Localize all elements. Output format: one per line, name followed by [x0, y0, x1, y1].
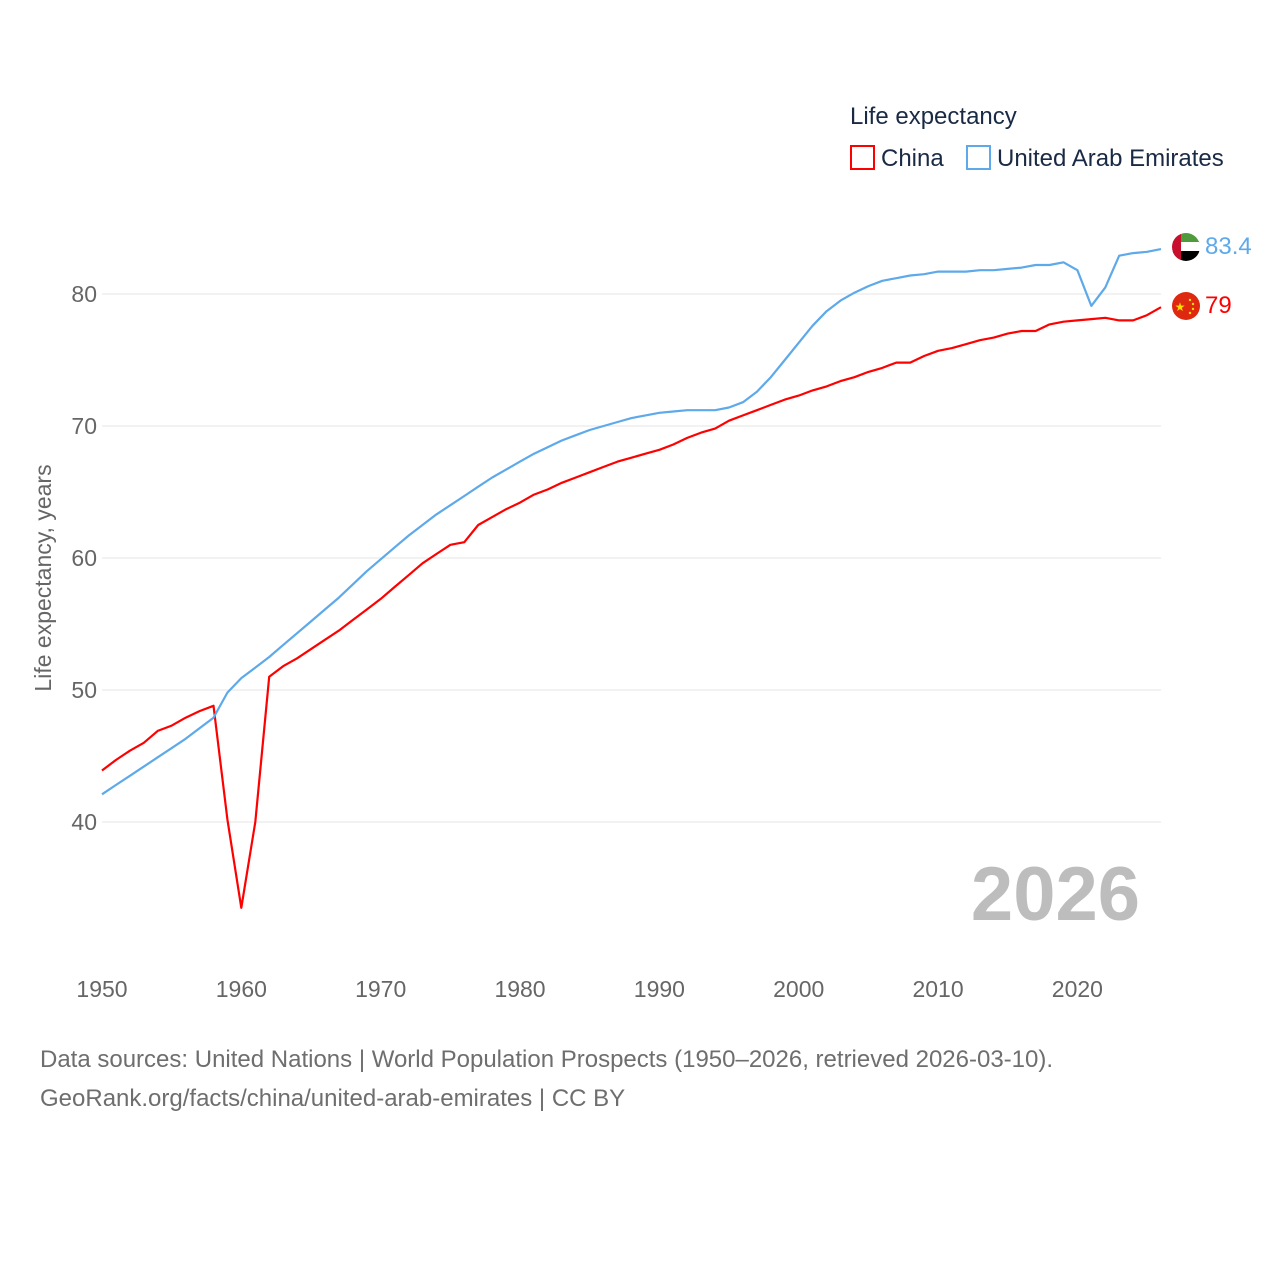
y-tick-label: 50 [71, 677, 97, 703]
legend-label-uae[interactable]: United Arab Emirates [997, 145, 1224, 172]
x-tick-label: 1970 [355, 976, 406, 1002]
y-axis-label: Life expectancy, years [30, 464, 56, 691]
year-watermark: 2026 [971, 852, 1140, 937]
x-tick-label: 1950 [76, 976, 127, 1002]
series-line-uae [101, 248, 1162, 796]
china-flag-icon: ★ [1172, 292, 1200, 320]
footer-sources: Data sources: United Nations | World Pop… [40, 1046, 1054, 1073]
china-end-label: 79 [1205, 292, 1232, 319]
legend-label-china[interactable]: China [881, 145, 944, 172]
series-line-china [101, 306, 1162, 909]
svg-text:★: ★ [1175, 300, 1186, 314]
y-tick-label: 60 [71, 545, 97, 571]
uae-end-label: 83.4 [1205, 233, 1252, 260]
x-tick-label: 1980 [494, 976, 545, 1002]
x-tick-label: 2010 [912, 976, 963, 1002]
y-tick-label: 70 [71, 413, 97, 439]
legend-title: Life expectancy [850, 103, 1017, 130]
y-tick-label: 80 [71, 281, 97, 307]
x-tick-label: 1990 [634, 976, 685, 1002]
x-tick-label: 2000 [773, 976, 824, 1002]
x-tick-label: 1960 [216, 976, 267, 1002]
legend-swatch-china [850, 145, 875, 170]
uae-flag-icon [1172, 233, 1200, 261]
legend-swatch-uae [966, 145, 991, 170]
footer-link[interactable]: GeoRank.org/facts/china/united-arab-emir… [40, 1085, 626, 1112]
y-tick-label: 40 [71, 809, 97, 835]
x-tick-label: 2020 [1052, 976, 1103, 1002]
